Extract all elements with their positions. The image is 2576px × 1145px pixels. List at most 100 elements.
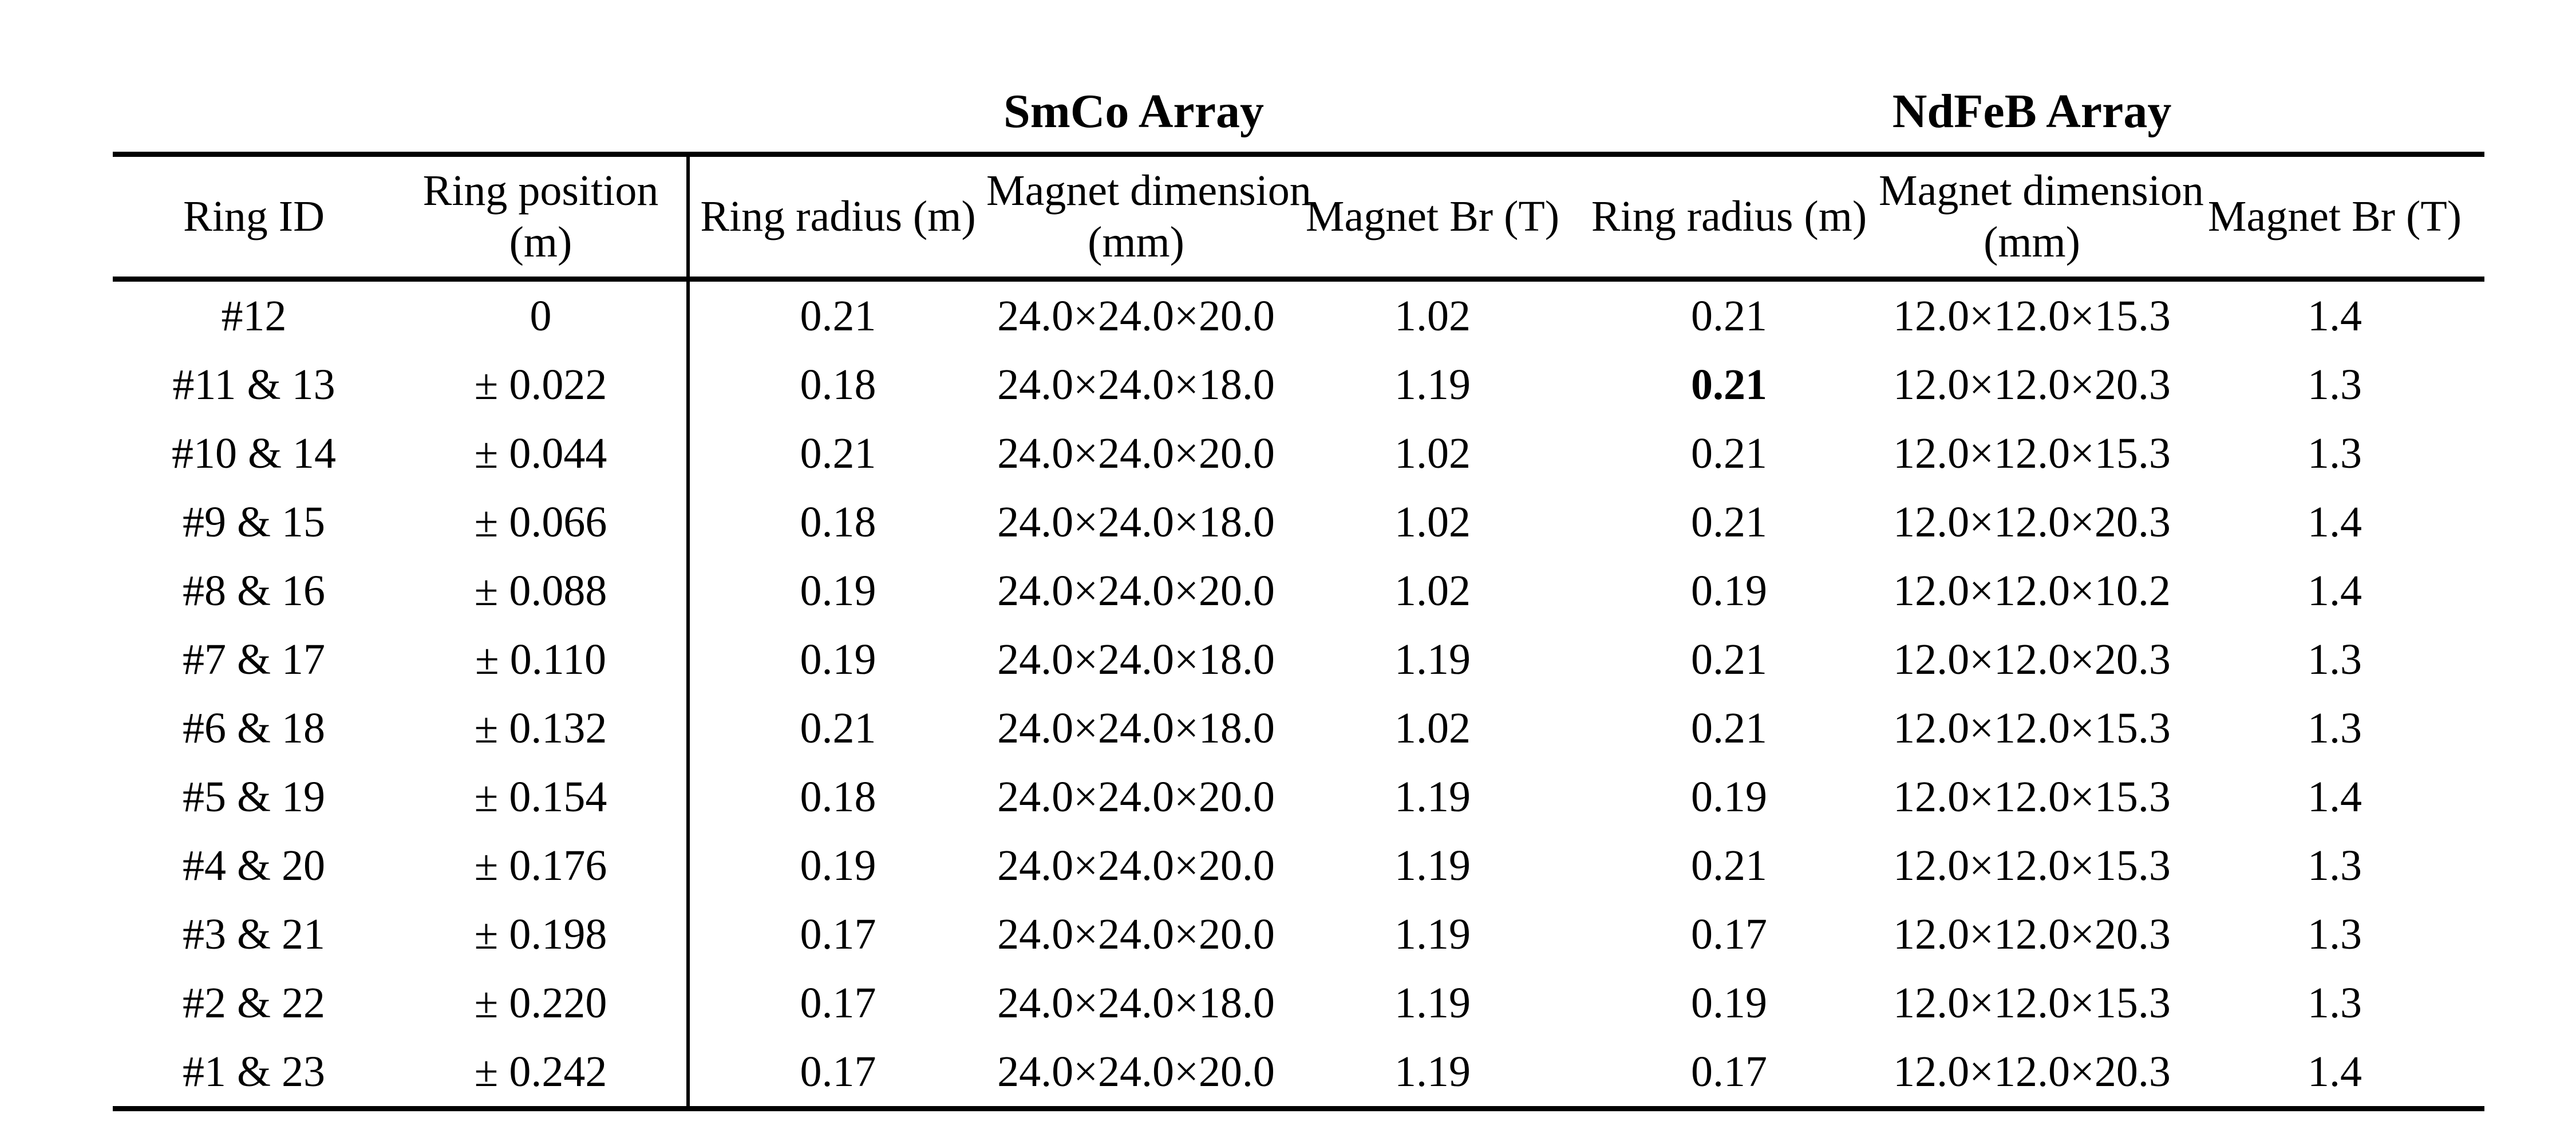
table-cell: 24.0×24.0×18.0 [997, 704, 1275, 752]
table-cell: 24.0×24.0×18.0 [997, 498, 1275, 546]
table-cell: 1.4 [2185, 1037, 2485, 1111]
table-cell: 12.0×12.0×20.3 [1893, 910, 2171, 958]
table-row: #4 & 20 ± 0.176 0.19 24.0×24.0×20.0 1.19 0.21… [113, 831, 2484, 900]
table-cell: 1.19 [1394, 978, 1471, 1027]
table-cell: 1.3 [2308, 429, 2362, 477]
table-cell: ± 0.132 [395, 694, 690, 763]
table-cell: 24.0×24.0×18.0 [997, 635, 1275, 684]
corner-spacer [113, 34, 688, 157]
table-cell: 12.0×12.0×15.3 [1893, 291, 2171, 340]
table-cell: 1.19 [1394, 910, 1471, 958]
table-cell: 0.21 [1691, 429, 1768, 477]
table-cell: 1.19 [1286, 1037, 1580, 1111]
table-cell: 0.17 [800, 978, 876, 1027]
table-cell: 24.0×24.0×20.0 [997, 841, 1275, 890]
table-cell: ± 0.044 [395, 419, 690, 488]
table-cell: 1.19 [1394, 772, 1471, 821]
table-cell: 1.02 [1394, 704, 1471, 752]
table-row: #2 & 22 ± 0.220 0.17 24.0×24.0×18.0 1.19 0.19… [113, 969, 2484, 1037]
table-cell: 12.0×12.0×20.3 [1879, 1037, 2186, 1111]
table-cell: #12 [221, 291, 287, 340]
table-cell: 1.19 [1394, 360, 1471, 409]
table-cell: 0.17 [1579, 1037, 1879, 1111]
table-cell: 0 [395, 279, 690, 350]
table-cell: 0.21 [800, 704, 876, 752]
table-cell: 0.18 [800, 772, 876, 821]
table-cell: 0.21 [1691, 360, 1768, 409]
table-row: #6 & 18 ± 0.132 0.21 24.0×24.0×18.0 1.02 0.21… [113, 694, 2484, 763]
table-cell: 0.19 [800, 841, 876, 890]
table-cell: ± 0.088 [395, 556, 690, 625]
column-header-ndfeb-magnet-dimension: Magnet dimension (mm) [1879, 154, 2204, 282]
table-cell: 1.02 [1394, 429, 1471, 477]
table-cell: 12.0×12.0×20.3 [1893, 635, 2171, 684]
table-cell: 12.0×12.0×20.3 [1893, 360, 2171, 409]
table-cell: 12.0×12.0×15.3 [1893, 978, 2171, 1027]
column-header-smco-magnet-br: Magnet Br (T) [1286, 154, 1580, 282]
table-cell: 24.0×24.0×20.0 [997, 566, 1275, 615]
table-row: #5 & 19 ± 0.154 0.18 24.0×24.0×20.0 1.19 0.19… [113, 763, 2484, 831]
table-cell: ± 0.110 [395, 625, 690, 694]
table-cell: #8 & 16 [182, 566, 326, 615]
table-cell: 1.3 [2308, 910, 2362, 958]
table-cell: ± 0.066 [395, 488, 690, 556]
table-cell: 12.0×12.0×15.3 [1893, 841, 2171, 890]
table-cell: 1.4 [2308, 291, 2362, 340]
table-cell: #4 & 20 [182, 841, 326, 890]
column-header-smco-ring-radius: Ring radius (m) [688, 154, 986, 282]
table-cell: #6 & 18 [182, 704, 326, 752]
table-row: #3 & 21 ± 0.198 0.17 24.0×24.0×20.0 1.19 0.17… [113, 900, 2484, 969]
column-header-ndfeb-magnet-br: Magnet Br (T) [2185, 154, 2485, 282]
table-cell: #11 & 13 [172, 360, 335, 409]
table-body: #12 0 0.21 24.0×24.0×20.0 1.02 0.21 12.0×12.0×… [113, 279, 2485, 1111]
table-cell: 1.4 [2308, 772, 2362, 821]
table-cell: 1.4 [2308, 498, 2362, 546]
table-cell: 1.3 [2308, 841, 2362, 890]
table-cell: 0.18 [800, 498, 876, 546]
table-cell: ± 0.154 [395, 763, 690, 831]
table-cell: 24.0×24.0×18.0 [997, 978, 1275, 1027]
column-header-ring-position: Ring position (m) [395, 154, 690, 282]
table-cell: 24.0×24.0×20.0 [997, 772, 1275, 821]
table-cell: 24.0×24.0×20.0 [997, 910, 1275, 958]
table-cell: 1.19 [1394, 635, 1471, 684]
table-cell: 24.0×24.0×20.0 [997, 291, 1275, 340]
table-cell: ± 0.198 [395, 900, 690, 969]
table-cell: 0.19 [1691, 978, 1768, 1027]
table-cell: 12.0×12.0×15.3 [1893, 704, 2171, 752]
table-cell: 24.0×24.0×20.0 [997, 429, 1275, 477]
table-cell: #7 & 17 [182, 635, 326, 684]
table-cell: ± 0.022 [395, 350, 690, 419]
table-cell: 0.21 [1691, 291, 1768, 340]
group-header-smco: SmCo Array [688, 34, 1580, 157]
table-cell: 1.3 [2308, 704, 2362, 752]
table-cell: 0.19 [800, 566, 876, 615]
table-cell: 1.4 [2308, 566, 2362, 615]
table-cell: 12.0×12.0×20.3 [1893, 498, 2171, 546]
table-cell: #2 & 22 [182, 978, 326, 1027]
table-cell: 0.17 [688, 1037, 986, 1111]
table-row: #10 & 14 ± 0.044 0.21 24.0×24.0×20.0 1.02 0.2… [113, 419, 2484, 488]
table-cell: #9 & 15 [182, 498, 326, 546]
table-cell: 12.0×12.0×15.3 [1893, 429, 2171, 477]
table-cell: 1.3 [2308, 635, 2362, 684]
table-cell: 0.21 [1691, 498, 1768, 546]
table-cell: 0.21 [1691, 841, 1768, 890]
table-cell: 0.21 [800, 291, 876, 340]
table-row: #1 & 23 ± 0.242 0.17 24.0×24.0×20.0 1.19 0.17… [113, 1037, 2485, 1111]
table-cell: 1.02 [1394, 291, 1471, 340]
table-cell: 0.21 [800, 429, 876, 477]
group-header-ndfeb: NdFeB Array [1579, 34, 2485, 157]
table-cell: 24.0×24.0×20.0 [986, 1037, 1286, 1111]
table-cell: 0.21 [1691, 704, 1768, 752]
table-cell: #3 & 21 [182, 910, 326, 958]
magnet-array-table: SmCo Array NdFeB Array Ring ID Ring posi… [113, 34, 2485, 1111]
table-cell: #5 & 19 [182, 772, 326, 821]
table-cell: ± 0.176 [395, 831, 690, 900]
table-cell: 0.17 [800, 910, 876, 958]
table-cell: 12.0×12.0×10.2 [1893, 566, 2171, 615]
column-header-row: Ring ID Ring position (m) Ring radius (m… [113, 154, 2485, 282]
table-cell: ± 0.242 [395, 1037, 690, 1111]
table-cell: 1.02 [1394, 566, 1471, 615]
